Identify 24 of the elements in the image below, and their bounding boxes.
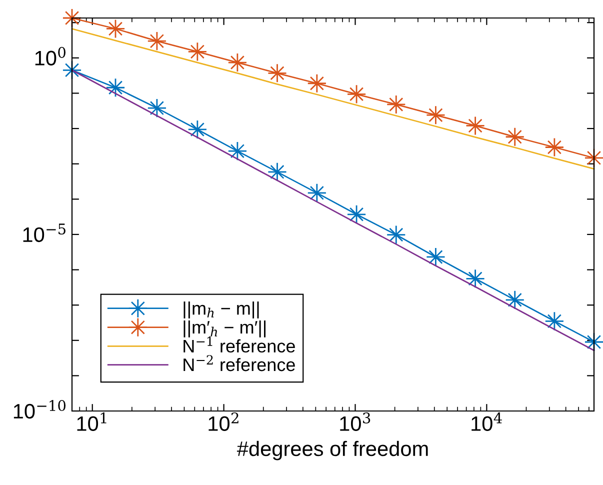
point <box>268 63 287 83</box>
x-tick-label: 10$^{3}$ <box>340 412 370 432</box>
point <box>466 116 486 136</box>
point <box>505 127 525 147</box>
point <box>307 74 327 94</box>
point <box>466 268 486 288</box>
legend-label: ||m$_{h}$ − m|| <box>184 302 259 318</box>
legend-label: ||m′$_{h}$ − m′|| <box>184 320 266 338</box>
point <box>426 105 446 125</box>
y-tick-label: 10$^{0}$ <box>35 46 66 66</box>
y-tick-label: 10$^{−5}$ <box>23 224 66 242</box>
y-tick-label: 10$^{−10}$ <box>14 400 66 419</box>
point <box>544 311 564 331</box>
legend-label: N$^{−1}$ reference <box>184 336 295 353</box>
legend-label: N$^{−2}$ reference <box>184 355 295 372</box>
point <box>188 42 208 62</box>
point <box>505 290 525 310</box>
x-tick-label: 10$^{1}$ <box>77 412 106 432</box>
x-tick-label: 10$^{4}$ <box>472 412 502 432</box>
point <box>386 225 406 244</box>
point <box>544 138 564 157</box>
x-axis-title: #degrees of freedom <box>236 440 428 460</box>
x-tick-label: 10$^{2}$ <box>208 412 238 432</box>
point <box>268 162 287 182</box>
